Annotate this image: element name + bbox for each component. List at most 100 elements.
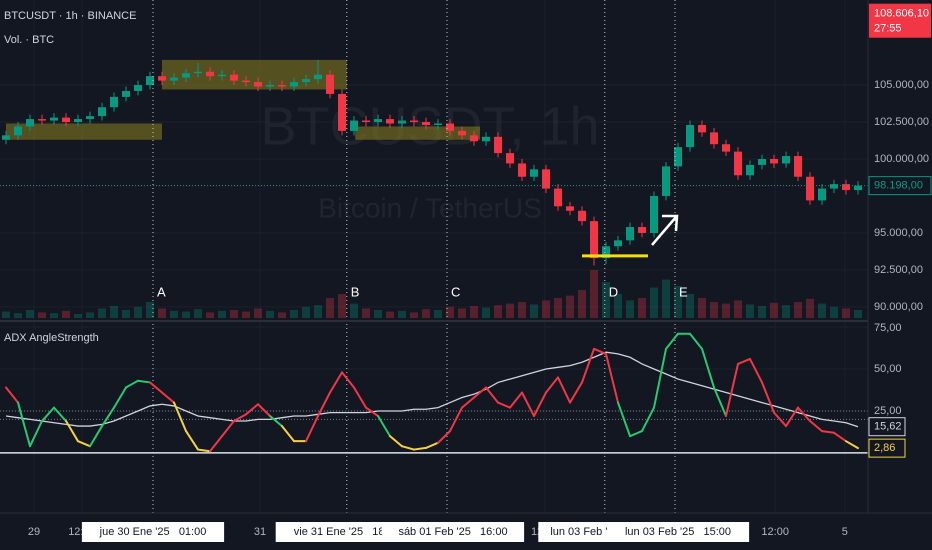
volume-bar xyxy=(734,300,742,318)
indicator-segment xyxy=(53,406,67,423)
volume-bar xyxy=(2,311,10,318)
volume-bar xyxy=(122,310,130,318)
event-label: B xyxy=(351,284,360,299)
x-tick-label: jue 30 Ene '25 01:00 xyxy=(99,526,207,538)
volume-bar xyxy=(590,270,598,318)
candle-body xyxy=(698,124,706,133)
candle-body xyxy=(62,117,70,123)
indicator-segment xyxy=(545,376,559,394)
candle-body xyxy=(830,184,838,189)
volume-bar xyxy=(446,306,454,318)
candle-body xyxy=(314,74,322,80)
volume-bar xyxy=(782,305,790,318)
last-price-label: 98.198,00 xyxy=(874,180,923,192)
last-value-label: 2,86 xyxy=(874,442,895,454)
candle-body xyxy=(734,151,742,176)
indicator-segment xyxy=(725,362,739,417)
candle-body xyxy=(182,73,190,78)
volume-bar xyxy=(770,302,778,318)
candle-body xyxy=(710,132,718,145)
indicator-segment xyxy=(437,430,451,444)
candle-body xyxy=(122,90,130,97)
indicator-segment xyxy=(449,406,463,433)
volume-bar xyxy=(638,298,646,318)
candle-body xyxy=(542,169,550,189)
indicator-segment xyxy=(377,415,391,438)
indicator-segment xyxy=(389,435,403,448)
indicator-segment xyxy=(509,391,523,409)
volume-bar xyxy=(410,312,418,318)
volume-bar xyxy=(626,300,634,318)
x-tick-label: 12:00 xyxy=(761,526,789,538)
indicator-segment xyxy=(773,411,787,428)
volume-bar xyxy=(698,298,706,318)
indicator-segment xyxy=(257,403,271,417)
volume-bar xyxy=(254,308,262,318)
indicator-segment xyxy=(617,401,631,438)
candle-body xyxy=(254,82,262,87)
indicator-segment xyxy=(65,420,79,443)
candle-body xyxy=(302,79,310,83)
volume-bar xyxy=(578,290,586,318)
candle-body xyxy=(338,93,346,131)
y-tick-label: 50,00 xyxy=(874,363,902,375)
candle-body xyxy=(650,195,658,233)
volume-bar xyxy=(278,312,286,318)
candle-body xyxy=(602,246,610,259)
symbol-header: BTCUSDT · 1h · BINANCE xyxy=(4,10,136,22)
last-price-box xyxy=(868,176,932,196)
indicator-segment xyxy=(185,430,199,451)
arrow-annotation xyxy=(651,214,679,246)
y-tick-label: 75,00 xyxy=(874,322,902,334)
event-label: E xyxy=(679,284,688,299)
indicator-segment xyxy=(593,347,607,355)
volume-bar xyxy=(158,308,166,318)
indicator-segment xyxy=(113,386,127,409)
indicator-segment xyxy=(569,381,583,404)
indicator-segment xyxy=(77,440,91,448)
volume-bar xyxy=(614,294,622,318)
candle-body xyxy=(278,85,286,87)
candle-body xyxy=(362,120,370,123)
volume-bar xyxy=(818,303,826,318)
volume-bar xyxy=(50,313,58,318)
volume-bar xyxy=(422,309,430,318)
volume-title: Vol. · BTC xyxy=(4,34,54,46)
volume-bar xyxy=(458,308,466,318)
indicator-segment xyxy=(365,406,379,417)
volume-bar xyxy=(542,300,550,318)
time-label-box xyxy=(81,522,225,542)
volume-bar xyxy=(74,314,82,318)
indicator-segment xyxy=(305,415,319,443)
volume-bar xyxy=(314,305,322,318)
candle-body xyxy=(434,123,442,125)
candle-body xyxy=(98,107,106,117)
candle-body xyxy=(38,119,46,121)
volume-bar xyxy=(86,312,94,318)
candle-body xyxy=(50,117,58,121)
candle-body xyxy=(458,130,466,136)
volume-bar xyxy=(206,312,214,318)
indicator-segment xyxy=(845,440,859,450)
volume-bar xyxy=(302,306,310,318)
grid xyxy=(0,0,868,513)
volume-bar xyxy=(230,310,238,318)
indicator-segment xyxy=(701,347,715,389)
y-tick-label: 92.500,00 xyxy=(874,264,923,276)
volume-bar xyxy=(686,294,694,318)
indicator-segment xyxy=(197,448,211,453)
volume-bar xyxy=(518,302,526,318)
candle-body xyxy=(14,126,22,136)
volume-bar xyxy=(26,310,34,318)
volume-bar xyxy=(470,306,478,318)
candle-body xyxy=(794,156,802,177)
volume-bar xyxy=(386,311,394,318)
indicator-segment xyxy=(317,391,331,417)
candle-body xyxy=(806,176,814,201)
indicator-segment xyxy=(137,379,151,384)
volume-bar xyxy=(806,298,814,318)
candle-body xyxy=(518,163,526,177)
volume-bar xyxy=(338,294,346,318)
volume-bar xyxy=(134,306,142,318)
candle-body xyxy=(782,156,790,164)
